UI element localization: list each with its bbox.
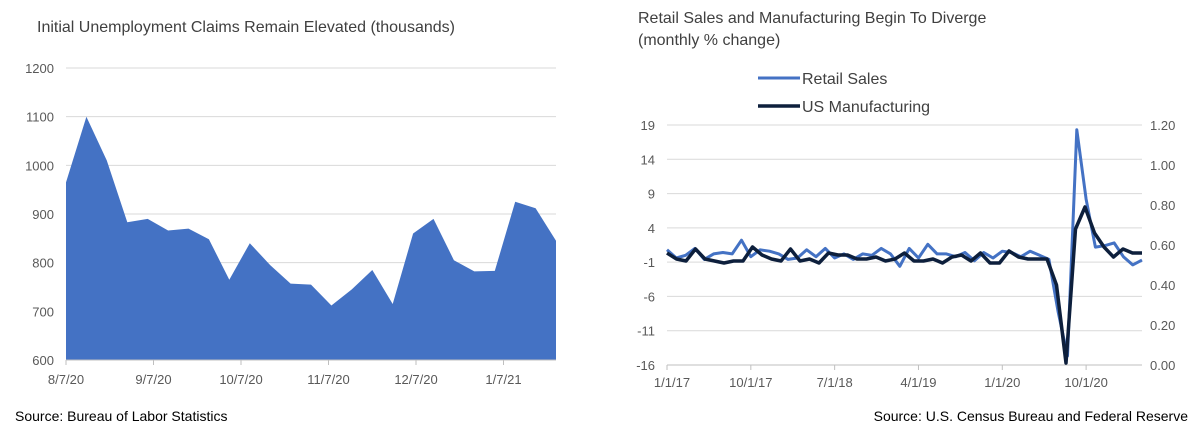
left-y-tick-label: 14: [641, 152, 655, 167]
right-y-tick-label: 1.20: [1150, 118, 1175, 133]
right-chart-title-line-2: (monthly % change): [638, 32, 781, 49]
left-y-tick-label: -6: [643, 289, 655, 304]
x-tick-label: 4/1/19: [900, 375, 936, 390]
y-tick-label: 800: [32, 256, 54, 271]
retail-sales-line: [666, 128, 1143, 358]
x-tick-label: 1/7/21: [485, 372, 521, 387]
left-y-tick-label: -16: [636, 358, 655, 373]
y-tick-label: 1200: [25, 61, 54, 76]
legend-label-retail-sales: Retail Sales: [802, 71, 887, 88]
x-tick-label: 7/1/18: [817, 375, 853, 390]
right-y-tick-label: 0.40: [1150, 278, 1175, 293]
x-tick-label: 11/7/20: [307, 372, 349, 387]
right-y-tick-label: 0.60: [1150, 238, 1175, 253]
left-area-chart: 600 700 800 900 1000 1100 1200 8/7/20 9/7/20 10/7…: [25, 61, 556, 387]
x-tick-label: 10/7/20: [219, 372, 262, 387]
x-tick-label: 9/7/20: [135, 372, 171, 387]
manufacturing-line: [666, 205, 1142, 365]
x-tick-label: 8/7/20: [48, 372, 84, 387]
y-tick-label: 1100: [26, 110, 54, 125]
left-y-tick-label: -11: [637, 324, 655, 339]
right-y-tick-label: 1.00: [1150, 158, 1175, 173]
legend-label-manufacturing: US Manufacturing: [802, 99, 930, 116]
right-chart-title-line-1: Retail Sales and Manufacturing Begin To …: [638, 10, 987, 27]
x-tick-label: 1/1/20: [984, 375, 1020, 390]
left-y-tick-label: 4: [648, 221, 655, 236]
left-source-note: Source: Bureau of Labor Statistics: [15, 408, 228, 424]
y-tick-label: 900: [32, 207, 54, 222]
left-y-tick-label: 19: [641, 118, 655, 133]
right-y-tick-label: 0.80: [1150, 198, 1175, 213]
claims-area: [66, 116, 556, 360]
x-tick-label: 10/1/17: [729, 375, 772, 390]
y-tick-label: 1000: [25, 158, 54, 173]
right-y-tick-label: 0.20: [1150, 318, 1175, 333]
x-tick-label: 12/7/20: [394, 372, 437, 387]
x-tick-label: 10/1/20: [1064, 375, 1107, 390]
y-tick-label: 600: [32, 353, 54, 368]
left-y-tick-label: -1: [643, 255, 655, 270]
left-y-tick-label: 9: [648, 187, 655, 202]
y-tick-label: 700: [32, 304, 54, 319]
right-source-note: Source: U.S. Census Bureau and Federal R…: [873, 408, 1188, 424]
x-tick-label: 1/1/17: [654, 375, 690, 390]
left-chart-title: Initial Unemployment Claims Remain Eleva…: [37, 19, 455, 36]
right-y-tick-label: 0.00: [1150, 358, 1175, 373]
right-line-chart: -16 -11 -6 -1 4 9 14 19 0.00 0.20 0.40 0.60 0.80 1.00…: [636, 71, 1175, 390]
